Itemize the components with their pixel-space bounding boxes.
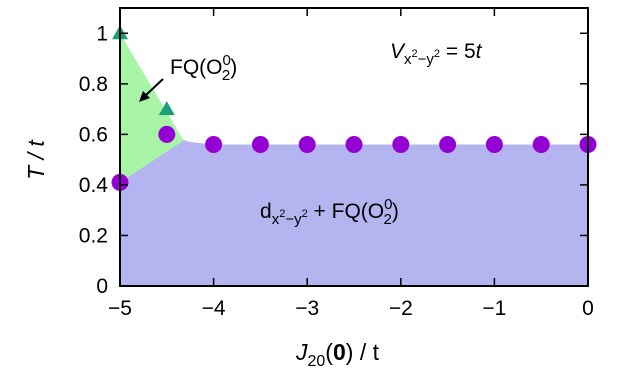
data-points <box>111 25 597 191</box>
circle-marker <box>485 135 503 153</box>
circle-marker <box>205 135 223 153</box>
dxy-region-label: dx2−y2 + FQ(O0 2) <box>260 196 399 228</box>
y-tick-label: 0.8 <box>79 73 108 96</box>
circle-marker <box>439 135 457 153</box>
x-tick-label: −4 <box>202 297 226 320</box>
y-axis-title: T / t <box>23 139 49 180</box>
fq-label-arrowhead <box>139 91 150 102</box>
circle-marker <box>345 135 363 153</box>
fq-phase-label: FQ(O0 2) <box>170 52 237 84</box>
y-tick-label: 1 <box>96 22 108 45</box>
fq-label-arrow <box>144 78 164 97</box>
circle-marker <box>532 135 550 153</box>
axis-ticks: −5 −4 −3 −2 −1 0 0 0.2 0.4 0.6 0.8 1 <box>79 8 594 320</box>
circle-marker <box>251 135 269 153</box>
y-tick-label: 0 <box>96 275 108 298</box>
y-tick-label: 0.2 <box>79 224 108 247</box>
x-tick-label: −2 <box>389 297 413 320</box>
x-axis-title: J20(0) / t <box>295 339 380 370</box>
phase-region-1 <box>120 134 588 286</box>
y-tick-label: 0.6 <box>79 123 108 146</box>
x-tick-label: −3 <box>295 297 319 320</box>
circle-marker <box>392 135 410 153</box>
x-tick-label: 0 <box>582 297 594 320</box>
y-tick-label: 0.4 <box>79 174 109 197</box>
phase-regions <box>120 33 588 286</box>
circle-marker <box>298 135 316 153</box>
triangle-marker <box>158 101 175 116</box>
parameter-annotation: Vx2−y2 = 5t <box>390 40 483 68</box>
circle-marker <box>158 125 176 143</box>
plot-frame <box>119 7 589 287</box>
x-tick-label: −5 <box>108 297 132 320</box>
phase-region-2 <box>120 33 184 183</box>
x-tick-label: −1 <box>482 297 506 320</box>
